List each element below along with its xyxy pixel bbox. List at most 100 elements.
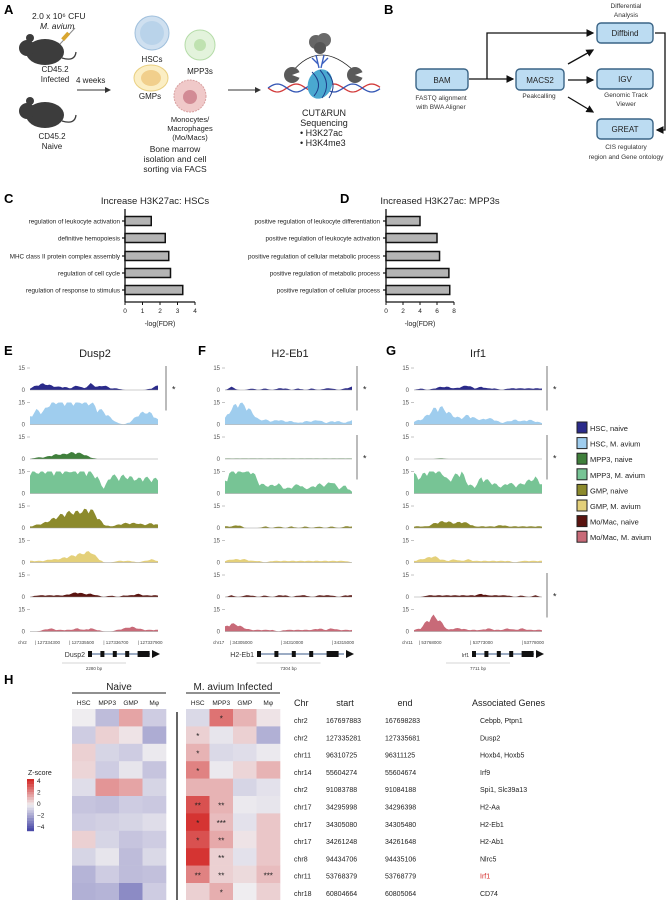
gene-title: H2-Eb1 xyxy=(271,348,308,360)
colorbar-segment xyxy=(27,805,34,808)
heatmap-cell xyxy=(186,709,210,727)
heatmap-cell xyxy=(95,709,120,727)
isolation-label-2: isolation and cell xyxy=(144,154,207,164)
heatmap-cell xyxy=(142,796,167,814)
isolation-label-3: sorting via FACS xyxy=(143,164,207,174)
heatmap-cell xyxy=(95,865,120,884)
significance-star: * xyxy=(196,819,199,828)
table-row: chr17 34295998 34296398 H2-Aa xyxy=(294,805,500,812)
y-tick-max: 15 xyxy=(402,504,409,510)
colorbar-segment xyxy=(27,789,34,793)
table-cell-genes: H2-Ab1 xyxy=(480,839,504,846)
caption-igv-1: Genomic Track xyxy=(604,92,648,99)
track-signal-3 xyxy=(225,471,352,494)
column-label: HSC xyxy=(191,700,205,707)
heatmap-cell xyxy=(233,778,257,797)
y-tick-max: 15 xyxy=(213,504,220,510)
category-label: positive regulation of metabolic process xyxy=(270,271,380,278)
colorbar-label: Z-score xyxy=(28,770,52,777)
region-table: Chr start end Associated Genes chr2 167697883… xyxy=(294,698,546,898)
mouse-naive-label-2: Naive xyxy=(42,142,63,151)
y-tick-zero: 0 xyxy=(22,630,26,636)
legend-label: Mo/Mac, M. avium xyxy=(590,533,651,542)
track-signal-4 xyxy=(30,508,158,528)
colorbar-segment xyxy=(27,812,34,816)
significance-star: ** xyxy=(218,802,224,811)
svg-text:BAM: BAM xyxy=(433,76,451,85)
heatmap-cell xyxy=(95,813,120,832)
y-tick-zero: 0 xyxy=(217,561,221,567)
heatmap-cell xyxy=(256,883,281,900)
heatmap-cell xyxy=(95,778,120,797)
track-signal-1 xyxy=(414,406,542,425)
significance-star: * xyxy=(553,591,557,601)
coordinate-label: | 53778000 xyxy=(522,640,545,645)
significance-star: * xyxy=(363,384,367,394)
heatmap-cell xyxy=(256,813,281,832)
legend-swatch xyxy=(576,452,588,465)
heatmap-cell xyxy=(119,848,143,866)
legend-label: MPP3, naive xyxy=(590,455,633,464)
svg-text:IGV: IGV xyxy=(618,75,632,84)
legend-swatch xyxy=(576,483,588,496)
significance-star: * xyxy=(196,750,199,759)
heatmap-cell xyxy=(186,796,210,814)
y-tick-max: 15 xyxy=(213,608,220,614)
chromosome-label: chr17 xyxy=(213,640,225,645)
y-tick-zero: 0 xyxy=(406,388,410,394)
pag-mnase-icon xyxy=(284,67,300,83)
bar xyxy=(124,267,172,279)
x-axis-label: -log(FDR) xyxy=(145,321,176,328)
bar xyxy=(385,232,438,244)
y-tick-max: 15 xyxy=(18,573,25,579)
heatmap-cell xyxy=(95,796,120,814)
heatmap-cell xyxy=(233,813,257,832)
exon xyxy=(326,651,339,657)
strand-arrow-icon xyxy=(152,650,160,658)
colorbar-segment xyxy=(27,810,34,813)
legend-label: HSC, naive xyxy=(590,424,628,433)
heatmap-cell xyxy=(256,830,281,849)
table-cell-chr: chr14 xyxy=(294,770,312,777)
heatmap-cell xyxy=(233,796,257,814)
track-signal-3 xyxy=(414,471,542,494)
exon xyxy=(112,651,117,657)
category-label: positive regulation of cellular process xyxy=(277,288,380,295)
legend-swatch xyxy=(576,499,588,512)
heatmap-cell xyxy=(209,709,234,727)
y-tick-max: 15 xyxy=(18,539,25,545)
heatmap-cell xyxy=(142,830,167,849)
heatmap-cell xyxy=(72,761,96,779)
gene-track-panel-h2-eb1: H2-Eb1 15 0 15 0 15 0 15 0 15 0 15 0 15 0 15 0 * * chr17 | 3… xyxy=(213,348,367,671)
y-tick-max: 15 xyxy=(18,435,25,441)
exon xyxy=(257,651,261,657)
heatmap-cell xyxy=(256,709,281,727)
colorbar-tick: −2 xyxy=(37,813,45,820)
y-tick-zero: 0 xyxy=(22,457,26,463)
significance-star: *** xyxy=(264,871,273,880)
legend-item: GMP, M. avium xyxy=(576,499,641,512)
table-cell-end: 91084188 xyxy=(385,787,416,794)
y-tick-max: 15 xyxy=(402,470,409,476)
legend-item: HSC, naive xyxy=(576,421,628,434)
table-row: chr2 127335281 127335681 Dusp2 xyxy=(294,735,500,742)
y-tick-zero: 0 xyxy=(22,388,26,394)
heatmap-cell xyxy=(256,743,281,762)
go-bar-chart-mpp3: Increased H3K27ac: MPP3s positive regulat… xyxy=(248,196,500,328)
heatmap: Naive HSC MPP3 GMP Mφ M. avium Infected HSC MPP… xyxy=(27,682,281,900)
y-tick-max: 15 xyxy=(18,401,25,407)
track-signal-0 xyxy=(414,385,542,390)
bar xyxy=(385,250,441,262)
mpp3-label: MPP3s xyxy=(187,67,213,76)
heatmap-cell xyxy=(186,848,210,866)
tick-label: 8 xyxy=(452,308,456,315)
heatmap-cell xyxy=(186,830,210,849)
heatmap-cell xyxy=(72,830,96,849)
colorbar-segment xyxy=(27,807,34,811)
heatmap-cell xyxy=(72,883,96,900)
significance-star: * xyxy=(553,384,557,394)
track-signal-4 xyxy=(225,525,352,528)
y-tick-max: 15 xyxy=(213,470,220,476)
legend-item: GMP, naive xyxy=(576,483,628,496)
